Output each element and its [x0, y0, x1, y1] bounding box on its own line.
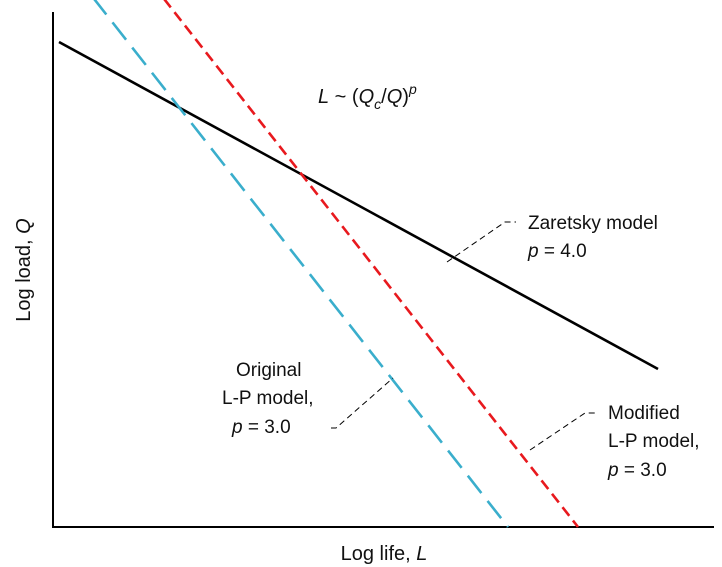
original-label-name: Original [236, 360, 301, 381]
zaretsky-leader-line [446, 221, 516, 263]
modified-label-model: L-P model, [608, 431, 700, 452]
x-axis-label: Log life, L [341, 543, 428, 565]
modified-leader-line [529, 412, 598, 451]
leader-lines [331, 221, 598, 451]
modified-label-name: Modified [608, 403, 680, 424]
zaretsky-label-p: p = 4.0 [527, 241, 587, 262]
axes [52, 12, 714, 528]
original-label-p: p = 3.0 [231, 417, 291, 438]
series-layer [58, 0, 659, 528]
series-line-original [93, 0, 510, 528]
zaretsky-label-name: Zaretsky model [528, 213, 658, 234]
original-label-model: L-P model, [222, 388, 314, 409]
equation-annotation: L ~ (Qc/Q)p [318, 81, 417, 112]
original-leader-line [331, 377, 394, 429]
series-line-zaretsky [58, 40, 659, 371]
y-axis-label: Log load, Q [13, 218, 35, 321]
series-line-modified [163, 0, 580, 528]
modified-label-p: p = 3.0 [607, 460, 667, 481]
